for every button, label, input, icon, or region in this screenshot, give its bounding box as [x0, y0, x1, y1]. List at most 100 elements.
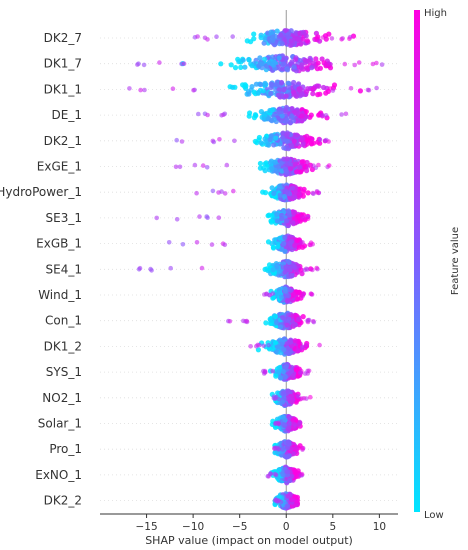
shap-point: [280, 130, 286, 136]
shap-point: [303, 109, 309, 115]
shap-point: [281, 347, 287, 353]
shap-point: [197, 214, 202, 219]
shap-point: [327, 65, 334, 71]
shap-point: [292, 92, 298, 98]
shap-point: [295, 296, 301, 302]
shap-point: [289, 59, 295, 65]
shap-point: [317, 342, 322, 348]
shap-point: [291, 138, 297, 144]
shap-point: [352, 62, 358, 68]
shap-point: [268, 90, 274, 96]
shap-point: [285, 67, 291, 73]
shap-point: [276, 396, 282, 402]
shap-point: [268, 29, 274, 35]
shap-point: [253, 81, 259, 87]
shap-point: [291, 322, 297, 328]
shap-point: [276, 494, 282, 500]
shap-point: [273, 135, 279, 141]
shap-point: [299, 471, 305, 477]
shap-point: [296, 87, 302, 93]
shap-point: [266, 342, 271, 348]
shap-point: [302, 371, 308, 376]
feature-label: DK1_7: [44, 57, 82, 71]
shap-point: [248, 344, 253, 349]
shap-point: [323, 113, 329, 118]
shap-point: [284, 138, 290, 144]
shap-point: [288, 349, 294, 355]
shap-point: [266, 346, 273, 352]
shap-point: [295, 348, 301, 354]
shap-point: [252, 138, 258, 145]
shap-point: [275, 92, 282, 98]
shap-point: [157, 60, 162, 65]
shap-point: [286, 425, 292, 431]
shap-point: [262, 80, 268, 86]
shap-point: [272, 313, 278, 320]
shap-point: [288, 38, 294, 44]
shap-point: [285, 469, 291, 475]
shap-point: [194, 240, 200, 245]
shap-point: [269, 213, 275, 219]
colorbar-low-label: Low: [424, 510, 444, 521]
shap-point: [274, 263, 280, 269]
shap-point: [326, 163, 332, 168]
shap-point: [268, 471, 273, 477]
shap-point: [209, 242, 215, 247]
shap-point: [271, 394, 277, 400]
shap-point: [262, 36, 268, 43]
shap-point: [280, 315, 286, 321]
shap-point: [287, 421, 293, 427]
shap-point: [278, 341, 284, 347]
shap-point: [255, 347, 261, 353]
shap-point: [170, 86, 176, 91]
x-tick-label: 5: [329, 521, 336, 533]
shap-point: [289, 113, 295, 119]
shap-point: [289, 473, 295, 479]
shap-point: [305, 267, 310, 272]
shap-point: [277, 290, 283, 296]
shap-point: [180, 242, 186, 247]
shap-point: [205, 112, 210, 118]
shap-point: [310, 140, 317, 146]
shap-point: [285, 293, 292, 299]
shap-point: [290, 421, 296, 426]
shap-point: [292, 84, 298, 90]
shap-point: [301, 291, 307, 296]
shap-point: [255, 90, 261, 96]
shap-point: [257, 342, 262, 348]
shap-point: [326, 139, 331, 144]
shap-point: [274, 211, 280, 217]
shap-point: [191, 88, 196, 93]
shap-point: [300, 29, 306, 35]
shap-point: [292, 189, 298, 195]
shap-point: [263, 160, 269, 166]
shap-point: [244, 38, 250, 44]
shap-point: [211, 139, 217, 145]
shap-point: [314, 190, 320, 195]
shap-point: [265, 239, 272, 245]
shap-point: [295, 373, 301, 379]
feature-label: SE3_1: [46, 211, 82, 225]
shap-point: [370, 61, 376, 67]
feature-label: Solar_1: [38, 417, 82, 431]
shap-point: [274, 498, 279, 503]
shap-point: [282, 248, 288, 254]
shap-point: [278, 294, 284, 300]
shap-point: [303, 342, 309, 348]
shap-point: [270, 267, 276, 273]
shap-point: [262, 56, 268, 62]
shap-point: [283, 454, 289, 460]
shap-point: [210, 188, 216, 194]
shap-point: [277, 324, 284, 330]
shap-point: [257, 165, 263, 171]
shap-point: [302, 57, 308, 64]
shap-point: [216, 215, 222, 220]
shap-point: [267, 137, 273, 143]
shap-point: [219, 189, 224, 194]
shap-point: [154, 215, 159, 221]
shap-point: [286, 212, 292, 218]
shap-point: [308, 240, 314, 245]
shap-point: [274, 348, 280, 354]
shap-point: [300, 314, 306, 320]
shap-point: [261, 343, 267, 349]
